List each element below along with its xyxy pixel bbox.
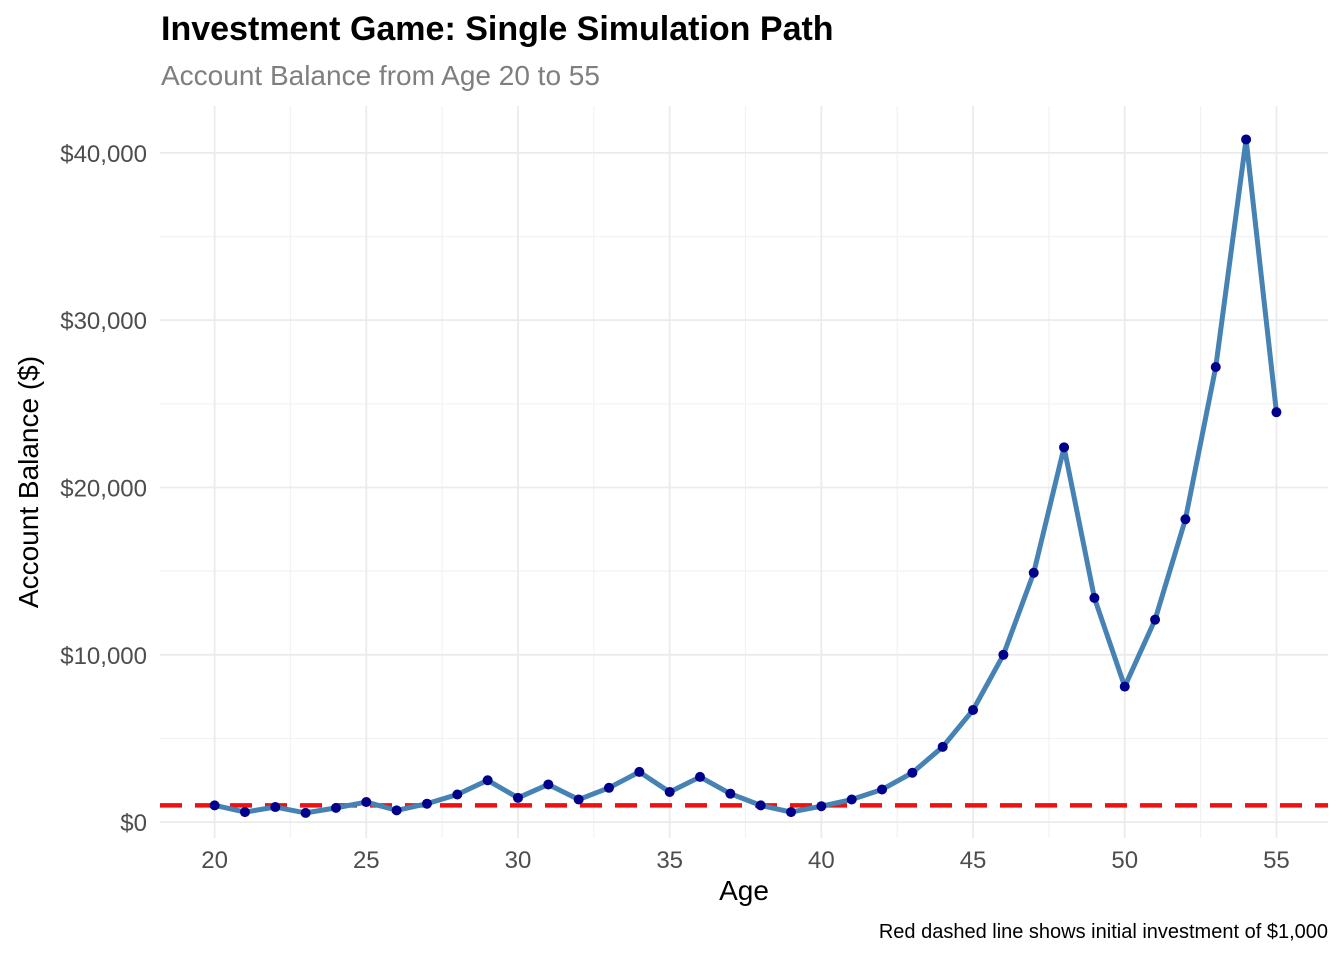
data-point-layer xyxy=(209,134,1282,818)
data-point xyxy=(1271,407,1282,418)
chart-title: Investment Game: Single Simulation Path xyxy=(161,10,834,48)
data-point xyxy=(482,775,493,786)
x-tick-label: 20 xyxy=(201,847,228,874)
data-point xyxy=(270,802,281,813)
x-tick-label: 30 xyxy=(505,847,532,874)
data-point xyxy=(543,779,554,790)
data-point xyxy=(816,801,827,812)
data-point xyxy=(452,789,463,800)
data-point xyxy=(998,649,1009,660)
data-point xyxy=(1150,614,1161,625)
x-tick-label: 50 xyxy=(1111,847,1138,874)
y-axis-title: Account Balance ($) xyxy=(13,356,44,608)
data-point xyxy=(209,800,220,811)
balance-series-line xyxy=(212,136,1279,816)
data-point xyxy=(1241,134,1252,145)
data-point xyxy=(937,741,948,752)
data-point xyxy=(634,766,645,777)
x-tick-label: 55 xyxy=(1263,847,1290,874)
x-axis-title: Age xyxy=(719,875,769,906)
x-tick-label: 25 xyxy=(353,847,380,874)
data-point xyxy=(330,802,341,813)
data-point xyxy=(421,798,432,809)
data-point xyxy=(603,782,614,793)
data-point xyxy=(877,784,888,795)
data-point xyxy=(1119,681,1130,692)
data-point xyxy=(361,797,372,808)
data-point xyxy=(1028,567,1039,578)
x-tick-label: 45 xyxy=(960,847,987,874)
y-tick-label: $10,000 xyxy=(60,643,147,670)
data-point xyxy=(391,805,402,816)
data-point xyxy=(846,794,857,805)
chart-caption: Red dashed line shows initial investment… xyxy=(878,921,1328,943)
data-point xyxy=(239,807,250,818)
chart-subtitle: Account Balance from Age 20 to 55 xyxy=(161,60,600,91)
y-tick-label: $40,000 xyxy=(60,141,147,168)
series-line-layer xyxy=(212,136,1279,816)
data-point xyxy=(695,771,706,782)
x-tick-label: 35 xyxy=(656,847,683,874)
x-tick-labels: 20 25 30 35 40 45 50 55 xyxy=(201,847,1290,874)
data-point xyxy=(1089,592,1100,603)
data-point xyxy=(512,792,523,803)
data-point xyxy=(300,807,311,818)
y-tick-label: $20,000 xyxy=(60,475,147,502)
grid-layer xyxy=(160,106,1328,838)
y-tick-label: $30,000 xyxy=(60,308,147,335)
data-point xyxy=(907,767,918,778)
data-point xyxy=(1059,442,1070,453)
data-point xyxy=(755,800,766,811)
y-tick-labels: $0 $10,000 $20,000 $30,000 $40,000 xyxy=(60,141,147,837)
data-point xyxy=(725,788,736,799)
data-point xyxy=(573,794,584,805)
data-point xyxy=(968,705,979,716)
data-point xyxy=(664,786,675,797)
data-point xyxy=(1180,514,1191,525)
data-point xyxy=(1210,362,1221,373)
y-tick-label: $0 xyxy=(120,810,147,837)
x-tick-label: 40 xyxy=(808,847,835,874)
data-point xyxy=(786,807,797,818)
